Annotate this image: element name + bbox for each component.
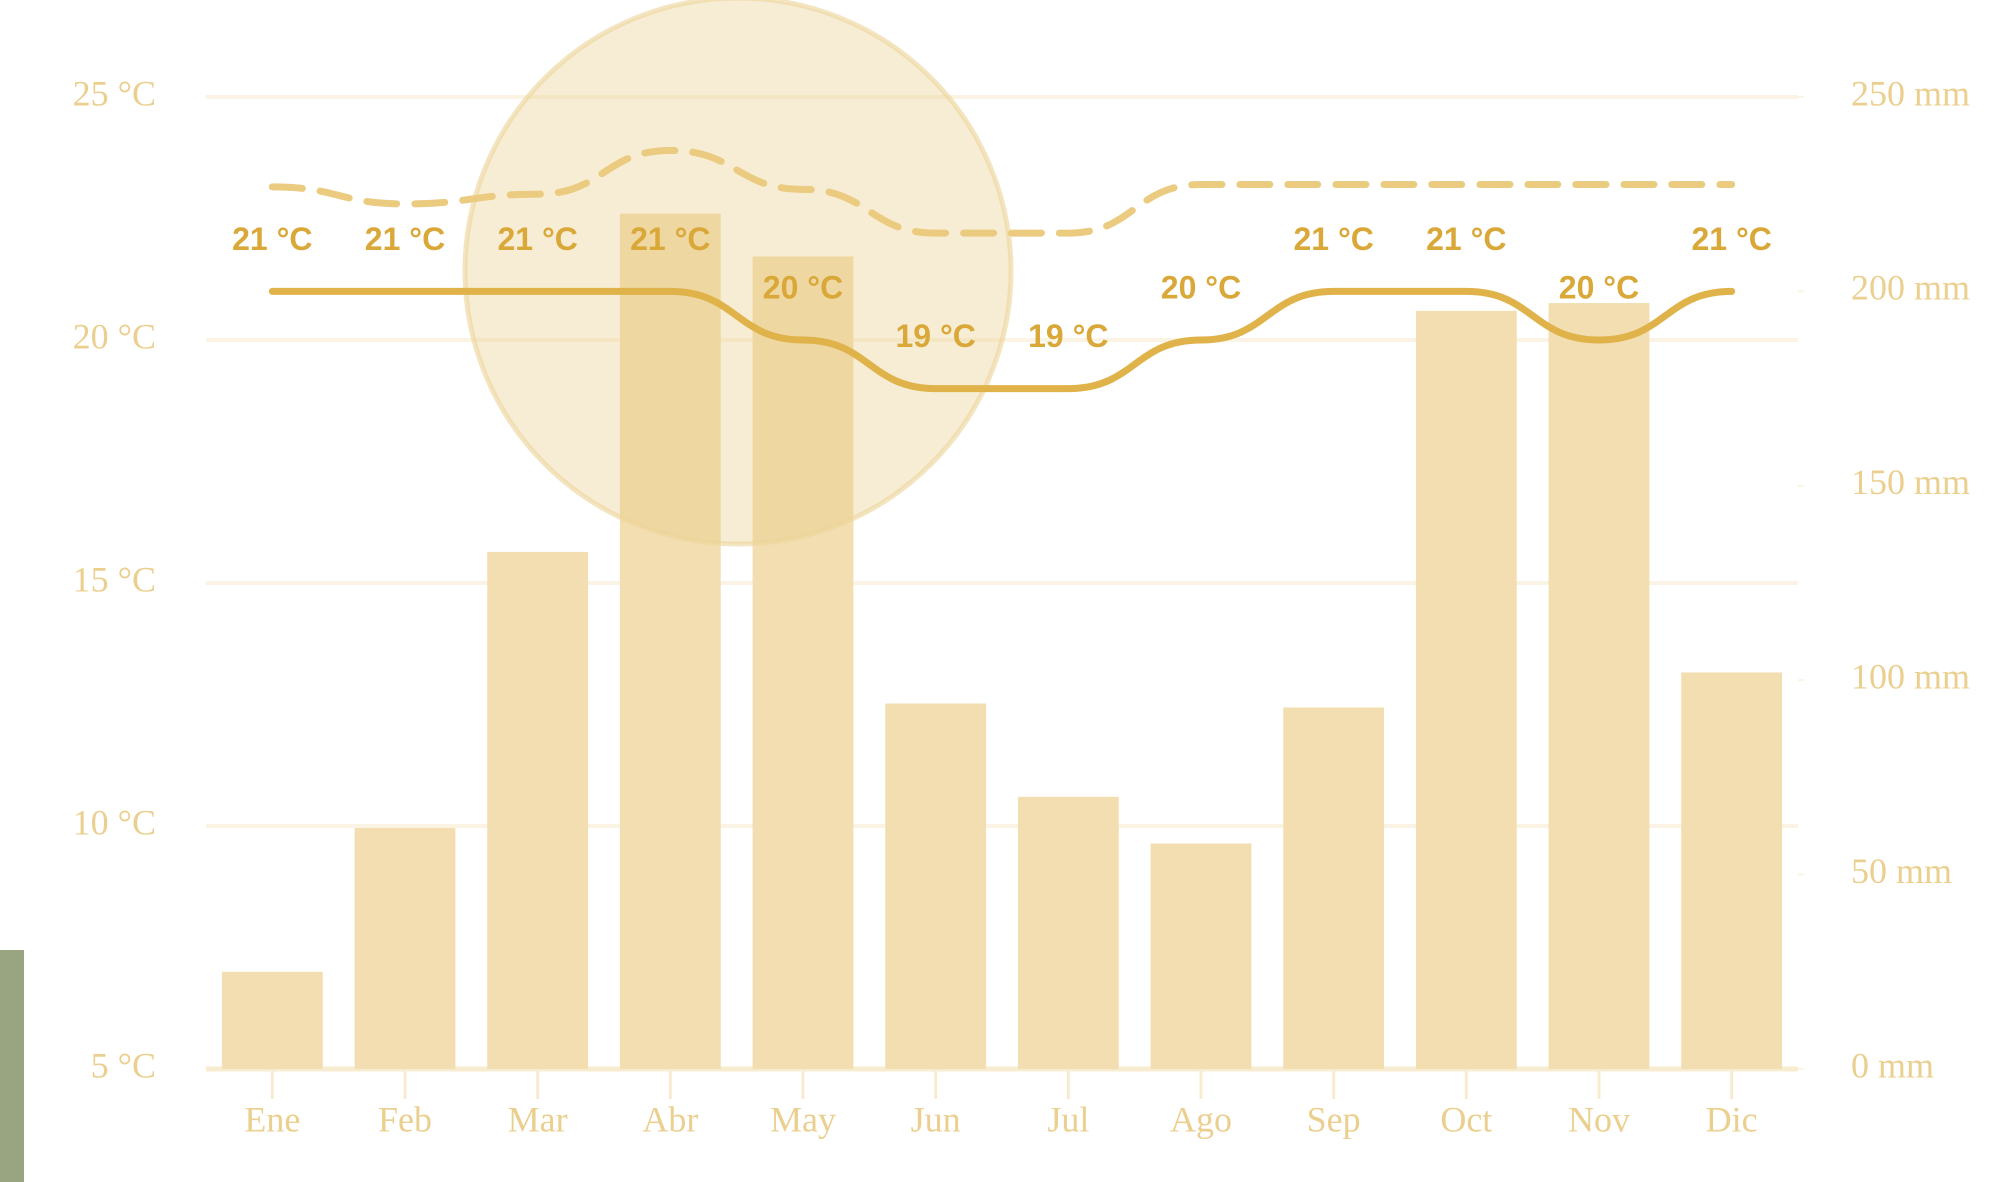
x-tick-label: May bbox=[770, 1099, 836, 1139]
value-label: 21 °C bbox=[1691, 221, 1771, 257]
bar bbox=[1150, 843, 1252, 1069]
x-tick-label: Dic bbox=[1706, 1099, 1758, 1139]
bars bbox=[221, 213, 1783, 1070]
x-tick-label: Ago bbox=[1170, 1099, 1232, 1139]
value-label: 21 °C bbox=[232, 221, 312, 257]
x-tick-label: Ene bbox=[244, 1099, 300, 1139]
labels: 5 °C 10 °C 15 °C 20 °C 25 °C 0 mm 50 mm 100 mm 1… bbox=[73, 73, 1970, 1139]
y-tick-label: 25 °C bbox=[73, 73, 156, 113]
bar bbox=[221, 971, 323, 1069]
x-tick-label: Abr bbox=[642, 1099, 698, 1139]
background-foliage bbox=[0, 950, 24, 1182]
x-tick-label: Feb bbox=[378, 1099, 432, 1139]
value-label: 20 °C bbox=[1559, 269, 1639, 305]
bar bbox=[1548, 303, 1650, 1070]
y-tick-label: 5 °C bbox=[91, 1045, 156, 1085]
dashed-line bbox=[268, 146, 1736, 237]
y2-tick-label: 200 mm bbox=[1851, 268, 1970, 308]
x-tick-label: Jul bbox=[1047, 1099, 1089, 1139]
bar bbox=[487, 551, 589, 1069]
x-tick-label: Sep bbox=[1307, 1099, 1361, 1139]
value-label: 21 °C bbox=[1293, 221, 1373, 257]
y-tick-label: 20 °C bbox=[73, 316, 156, 356]
bar bbox=[1283, 707, 1385, 1069]
y2-tick-label: 0 mm bbox=[1851, 1045, 1934, 1085]
x-tick-label: Jun bbox=[911, 1099, 961, 1139]
x-tick-label: Nov bbox=[1568, 1099, 1630, 1139]
y-tick-label: 15 °C bbox=[73, 559, 156, 599]
value-label: 21 °C bbox=[497, 221, 577, 257]
line bbox=[268, 287, 1736, 393]
bar bbox=[752, 256, 854, 1070]
value-label: 21 °C bbox=[365, 221, 445, 257]
bar bbox=[354, 827, 456, 1069]
bar bbox=[1017, 796, 1119, 1069]
y-tick-label: 10 °C bbox=[73, 802, 156, 842]
highlight-circle bbox=[462, 0, 1014, 547]
bar bbox=[885, 703, 987, 1069]
value-label: 21 °C bbox=[630, 221, 710, 257]
value-label: 19 °C bbox=[895, 318, 975, 354]
bar bbox=[619, 213, 721, 1069]
y2-tick-label: 150 mm bbox=[1851, 462, 1970, 502]
value-label: 19 °C bbox=[1028, 318, 1108, 354]
bar bbox=[1681, 672, 1783, 1069]
x-tick-label: Mar bbox=[508, 1099, 568, 1139]
y2-tick-label: 250 mm bbox=[1851, 73, 1970, 113]
value-label: 20 °C bbox=[1161, 269, 1241, 305]
y2-tick-label: 50 mm bbox=[1851, 851, 1952, 891]
y2-tick-label: 100 mm bbox=[1851, 656, 1970, 696]
value-label: 20 °C bbox=[763, 269, 843, 305]
lines bbox=[268, 146, 1736, 393]
value-label: 21 °C bbox=[1426, 221, 1506, 257]
x-tick-label: Oct bbox=[1440, 1099, 1492, 1139]
bar bbox=[1415, 310, 1517, 1070]
